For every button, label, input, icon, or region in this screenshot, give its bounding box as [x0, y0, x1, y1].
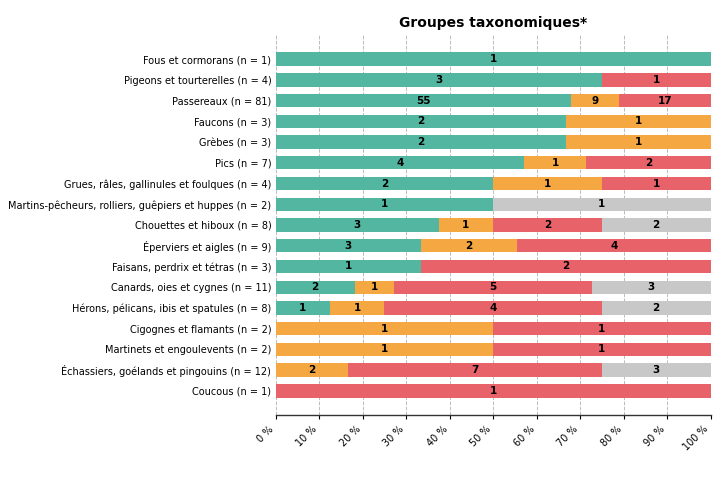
Bar [276, 136, 566, 149]
Bar [394, 280, 592, 294]
Text: 1: 1 [652, 75, 660, 85]
Bar [420, 239, 517, 252]
Title: Groupes taxonomiques*: Groupes taxonomiques* [399, 16, 587, 30]
Text: 1: 1 [598, 324, 605, 334]
Bar [384, 301, 602, 314]
Text: 2: 2 [652, 303, 660, 313]
Text: 3: 3 [354, 220, 360, 230]
Text: 4: 4 [489, 303, 497, 313]
Text: 1: 1 [552, 158, 559, 168]
Text: 2: 2 [417, 137, 424, 147]
Bar [602, 73, 710, 86]
Bar [517, 239, 710, 252]
Bar [330, 301, 384, 314]
Text: 2: 2 [308, 365, 315, 375]
Bar [493, 218, 602, 232]
Bar [276, 301, 330, 314]
Text: 1: 1 [598, 344, 605, 354]
Bar [355, 280, 394, 294]
Text: 4: 4 [396, 158, 404, 168]
Text: 1: 1 [381, 200, 388, 209]
Text: 2: 2 [465, 240, 473, 250]
Text: 1: 1 [354, 303, 360, 313]
Bar [592, 280, 710, 294]
Bar [276, 364, 348, 377]
Text: 3: 3 [647, 282, 655, 292]
Text: 17: 17 [658, 96, 672, 106]
Text: 3: 3 [344, 240, 352, 250]
Bar [276, 198, 493, 211]
Bar [276, 52, 710, 66]
Bar [493, 177, 602, 190]
Bar [571, 94, 619, 108]
Bar [566, 136, 710, 149]
Bar [276, 239, 420, 252]
Bar [602, 177, 710, 190]
Text: 7: 7 [471, 365, 478, 375]
Bar [493, 322, 710, 336]
Text: 1: 1 [489, 386, 497, 396]
Text: 4: 4 [610, 240, 618, 250]
Text: 3: 3 [435, 75, 442, 85]
Text: 1: 1 [344, 262, 352, 272]
Bar [602, 218, 710, 232]
Bar [348, 364, 602, 377]
Bar [439, 218, 493, 232]
Bar [276, 260, 420, 273]
Bar [276, 322, 493, 336]
Text: 1: 1 [381, 324, 388, 334]
Bar [276, 73, 602, 86]
Text: 1: 1 [463, 220, 470, 230]
Text: 2: 2 [544, 220, 551, 230]
Bar [493, 342, 710, 356]
Text: 2: 2 [562, 262, 569, 272]
Text: 2: 2 [652, 220, 660, 230]
Text: 3: 3 [652, 365, 660, 375]
Text: 2: 2 [645, 158, 652, 168]
Text: 1: 1 [634, 116, 642, 126]
Bar [276, 384, 710, 398]
Text: 1: 1 [489, 54, 497, 64]
Text: 55: 55 [416, 96, 431, 106]
Bar [524, 156, 587, 170]
Text: 1: 1 [544, 178, 551, 188]
Bar [276, 342, 493, 356]
Text: 5: 5 [489, 282, 497, 292]
Bar [602, 364, 710, 377]
Text: 1: 1 [598, 200, 605, 209]
Bar [587, 156, 710, 170]
Text: 2: 2 [312, 282, 319, 292]
Bar [493, 198, 710, 211]
Text: 1: 1 [652, 178, 660, 188]
Bar [420, 260, 710, 273]
Text: 1: 1 [381, 344, 388, 354]
Bar [619, 94, 710, 108]
Bar [276, 280, 355, 294]
Text: 2: 2 [417, 116, 424, 126]
Bar [276, 94, 571, 108]
Bar [566, 114, 710, 128]
Bar [276, 218, 439, 232]
Bar [276, 156, 524, 170]
Text: 1: 1 [634, 137, 642, 147]
Text: 1: 1 [370, 282, 378, 292]
Bar [276, 114, 566, 128]
Bar [602, 301, 710, 314]
Text: 2: 2 [381, 178, 388, 188]
Text: 9: 9 [592, 96, 599, 106]
Bar [276, 177, 493, 190]
Text: 1: 1 [299, 303, 306, 313]
